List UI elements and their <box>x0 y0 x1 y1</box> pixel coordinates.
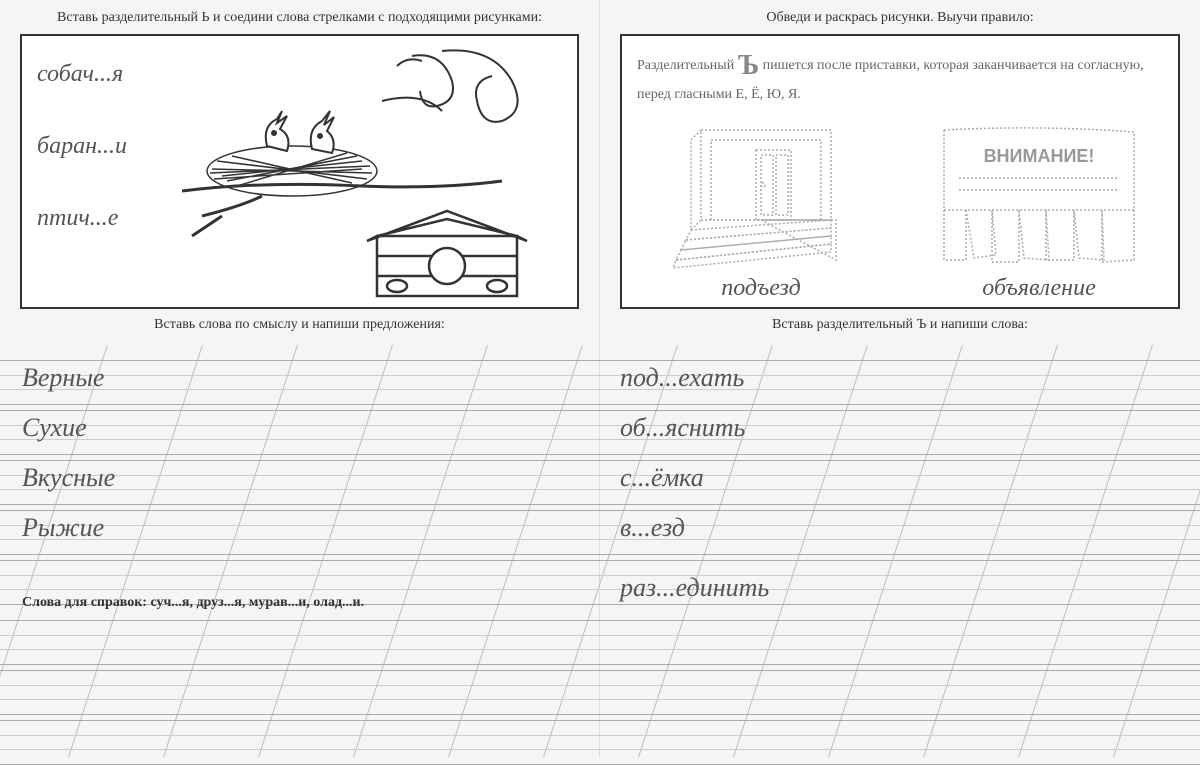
line-8 <box>0 720 1200 765</box>
lw-2: Сухие <box>22 413 87 443</box>
line-1 <box>0 360 1200 405</box>
entrance-drawing: подъезд <box>622 106 900 302</box>
word-1: собач...я <box>37 61 127 88</box>
rw-4: в...езд <box>620 513 685 543</box>
line-3 <box>0 460 1200 505</box>
word-3: птич...е <box>37 205 127 232</box>
rw-1: под...ехать <box>620 363 744 393</box>
rw-2: об...яснить <box>620 413 745 443</box>
reference-words: Слова для справок: суч...я, друз...я, му… <box>22 595 364 611</box>
line-6 <box>0 620 1200 665</box>
writing-area: Верные Сухие Вкусные Рыжие Слова для спр… <box>0 345 1200 757</box>
notice-drawing: ВНИМАНИЕ! объявление <box>900 106 1178 302</box>
word-2: баран...и <box>37 133 127 160</box>
nest-illustration <box>182 41 572 301</box>
rw-3: с...ёмка <box>620 463 704 493</box>
rw-5: раз...единить <box>620 573 769 603</box>
drawings-row: подъезд <box>622 106 1178 302</box>
line-2 <box>0 410 1200 455</box>
label-notice: объявление <box>982 275 1095 302</box>
right-subtitle: Вставь разделительный Ъ и напиши слова: <box>620 317 1180 333</box>
word-list: собач...я баран...и птич...е <box>37 61 127 232</box>
lw-3: Вкусные <box>22 463 115 493</box>
line-4 <box>0 510 1200 555</box>
lw-1: Верные <box>22 363 104 393</box>
rule-prefix: Разделительный <box>637 58 734 73</box>
lw-4: Рыжие <box>22 513 104 543</box>
rule-letter: Ъ <box>738 50 759 81</box>
line-7 <box>0 670 1200 715</box>
rule-text: Разделительный Ъ пишется после приставки… <box>637 46 1163 105</box>
label-entrance: подъезд <box>721 275 801 302</box>
notice-text: ВНИМАНИЕ! <box>984 146 1095 166</box>
right-title: Обведи и раскрась рисунки. Выучи правило… <box>620 10 1180 26</box>
left-subtitle: Вставь слова по смыслу и напиши предложе… <box>20 317 579 333</box>
left-exercise-box: собач...я баран...и птич...е <box>20 34 579 309</box>
right-exercise-box: Разделительный Ъ пишется после приставки… <box>620 34 1180 309</box>
left-title: Вставь разделительный Ь и соедини слова … <box>20 10 579 26</box>
